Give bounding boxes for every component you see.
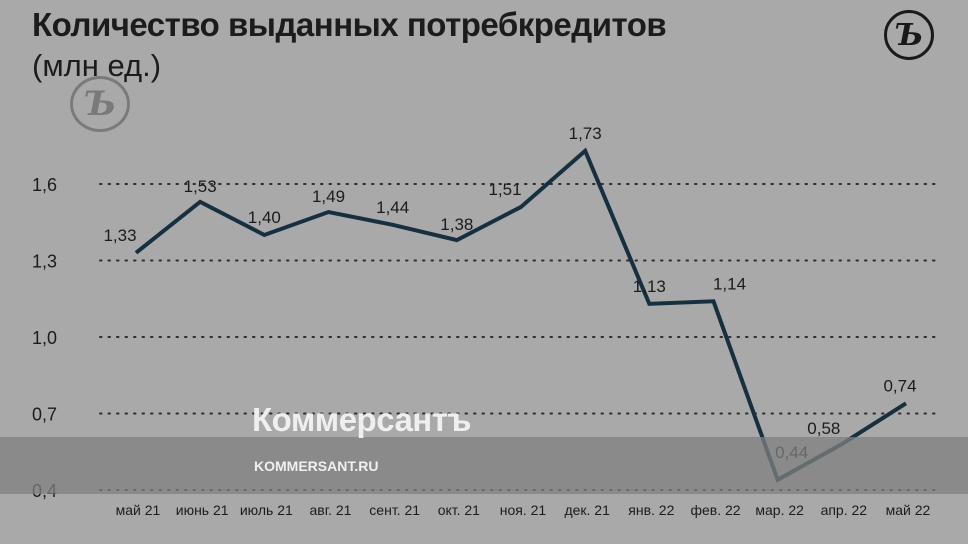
x-tick-label: сент. 21 [369,502,420,518]
data-label: 0,74 [883,376,916,395]
watermark-band [0,437,968,494]
x-tick-label: окт. 21 [438,502,480,518]
x-tick-label: ноя. 21 [500,502,547,518]
watermark-url: KOMMERSANT.RU [254,458,379,474]
x-tick-label: май 22 [886,502,931,518]
x-tick-label: дек. 21 [564,502,610,518]
x-tick-label: янв. 22 [628,502,674,518]
data-label: 1,40 [248,208,281,227]
kommersant-logo-icon: Ъ [884,10,934,60]
x-tick-label: фев. 22 [690,502,740,518]
data-label: 1,38 [440,215,473,234]
watermark-name: Коммерсантъ [252,401,471,438]
x-tick-label: май 21 [116,502,161,518]
data-labels: 1,33 1,53 1,40 1,49 1,44 1,38 1,51 1,73 1,13 1,14… [103,124,916,462]
x-tick-label: июнь 21 [176,502,229,518]
data-label: 1,49 [312,187,345,206]
x-tick-label: июль 21 [240,502,293,518]
y-tick-label: 1,0 [32,328,57,348]
data-label: 1,73 [569,124,602,143]
x-tick-label: мар. 22 [755,502,804,518]
x-tick-label: апр. 22 [821,502,868,518]
x-axis-tick-labels: май 21 июнь 21 июль 21 авг. 21 сент. 21 окт. … [116,502,931,518]
data-label: 1,13 [633,277,666,296]
data-label: 1,51 [488,180,521,199]
y-tick-label: 1,6 [32,175,57,195]
x-tick-label: авг. 21 [310,502,352,518]
data-label: 0,58 [807,419,840,438]
data-label: 1,53 [184,177,217,196]
chart-title: Количество выданных потребкредитов [32,6,667,43]
kommersant-logo-icon-faded: Ъ [70,76,130,132]
y-tick-label: 0,7 [32,405,57,425]
data-label: 1,33 [103,226,136,245]
data-label: 1,44 [376,198,409,217]
data-label: 1,14 [713,274,746,293]
y-tick-label: 1,3 [32,252,57,272]
